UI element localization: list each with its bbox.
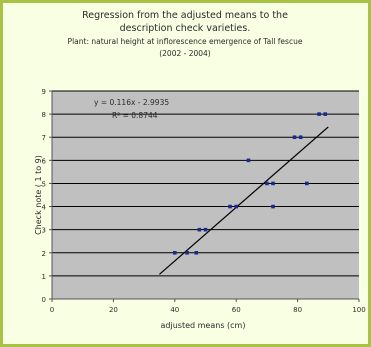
- data-point: [271, 181, 275, 186]
- data-point: [173, 250, 177, 255]
- data-point: [271, 204, 275, 209]
- data-point: [317, 112, 321, 116]
- x-tick-label: 40: [170, 306, 179, 314]
- title-line-1: Regression from the adjusted means to th…: [82, 10, 288, 21]
- data-point: [234, 204, 238, 209]
- y-tick-label: 8: [42, 111, 46, 119]
- x-tick-labels: 0 20 40 60 80 100: [50, 299, 366, 314]
- data-point: [197, 227, 202, 232]
- y-tick-labels: 0 1 2 3 4 5 6 7 8 9: [42, 88, 52, 304]
- x-tick-label: 80: [293, 306, 302, 314]
- data-point: [265, 181, 269, 186]
- y-tick-label: 4: [42, 204, 47, 212]
- title-line-3: Plant: natural height at inflorescence e…: [68, 37, 303, 46]
- y-tick-label: 0: [42, 296, 46, 304]
- x-tick-label: 60: [232, 306, 241, 314]
- y-tick-label: 9: [42, 88, 46, 96]
- y-tick-label: 7: [42, 134, 46, 142]
- chart-title: Regression from the adjusted means to th…: [68, 10, 303, 58]
- axes: [51, 91, 359, 300]
- regression-line: [159, 126, 329, 275]
- regression-equation: y = 0.116x - 2.9935: [94, 98, 169, 107]
- data-point: [298, 135, 303, 140]
- x-axis-label: adjusted means (cm): [161, 321, 246, 330]
- data-point: [292, 135, 297, 140]
- data-points: [173, 112, 328, 255]
- data-point: [203, 227, 208, 232]
- data-point: [246, 158, 251, 163]
- data-point: [185, 250, 189, 255]
- x-tick-label: 100: [352, 306, 365, 314]
- y-tick-label: 3: [42, 227, 46, 235]
- x-tick-label: 0: [50, 306, 54, 314]
- y-tick-label: 1: [42, 273, 46, 281]
- y-tick-label: 6: [42, 157, 47, 165]
- scatter-chart: Regression from the adjusted means to th…: [34, 10, 366, 330]
- regression-line-path: [159, 126, 329, 275]
- plot-area: [52, 91, 359, 299]
- r-squared-label: R² = 0.8744: [112, 111, 158, 120]
- gridlines: [52, 90, 359, 277]
- data-point: [305, 181, 309, 186]
- data-point: [323, 112, 328, 116]
- title-line-4: (2002 - 2004): [159, 49, 211, 58]
- data-point: [228, 204, 232, 209]
- x-tick-label: 20: [109, 306, 118, 314]
- title-line-2: description check varieties.: [120, 23, 251, 34]
- data-point: [194, 250, 199, 255]
- y-tick-label: 5: [42, 180, 46, 188]
- y-tick-label: 2: [42, 250, 46, 258]
- y-axis-label: Check note ( 1 to 9): [34, 155, 43, 235]
